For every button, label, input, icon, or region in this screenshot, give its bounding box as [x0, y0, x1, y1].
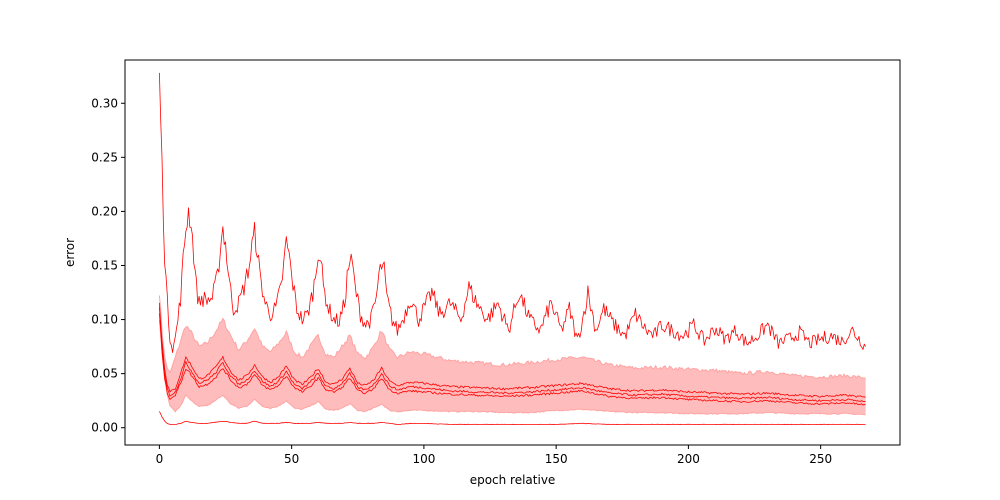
y-tick-label: 0.20 [91, 204, 118, 218]
y-axis-label: error [63, 238, 77, 267]
x-axis-ticks: 0 50 100 150 200 250 [156, 445, 832, 466]
x-tick-label: 200 [677, 452, 700, 466]
y-tick-label: 0.15 [91, 258, 118, 272]
y-tick-label: 0.30 [91, 96, 118, 110]
error-band-upper-edge [158, 295, 866, 379]
series-line-2 [159, 302, 866, 398]
y-tick-label: 0.25 [91, 150, 118, 164]
x-tick-label: 250 [809, 452, 832, 466]
series-line-5 [159, 411, 866, 425]
x-axis-label: epoch relative [470, 473, 556, 487]
series-line-1 [159, 72, 866, 353]
error-band [159, 295, 866, 415]
series-layer [159, 72, 866, 425]
y-tick-label: 0.00 [91, 421, 118, 435]
y-tick-label: 0.10 [91, 313, 118, 327]
y-axis-ticks: 0.00 0.05 0.10 0.15 0.20 0.25 0.30 [91, 96, 125, 435]
x-tick-label: 150 [545, 452, 568, 466]
x-tick-label: 50 [284, 452, 299, 466]
y-tick-label: 0.05 [91, 367, 118, 381]
plot-frame [124, 59, 901, 446]
series-line-4 [159, 313, 866, 406]
error-band-layer [158, 295, 866, 416]
series-line-3 [159, 307, 866, 403]
x-tick-label: 100 [412, 452, 435, 466]
error-band-lower-edge [158, 320, 866, 416]
x-tick-label: 0 [156, 452, 164, 466]
